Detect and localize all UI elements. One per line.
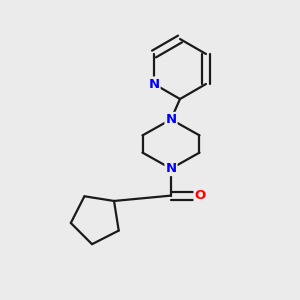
- Text: N: N: [148, 77, 160, 91]
- Text: N: N: [165, 113, 177, 126]
- Text: N: N: [165, 162, 177, 175]
- Text: O: O: [194, 189, 206, 202]
